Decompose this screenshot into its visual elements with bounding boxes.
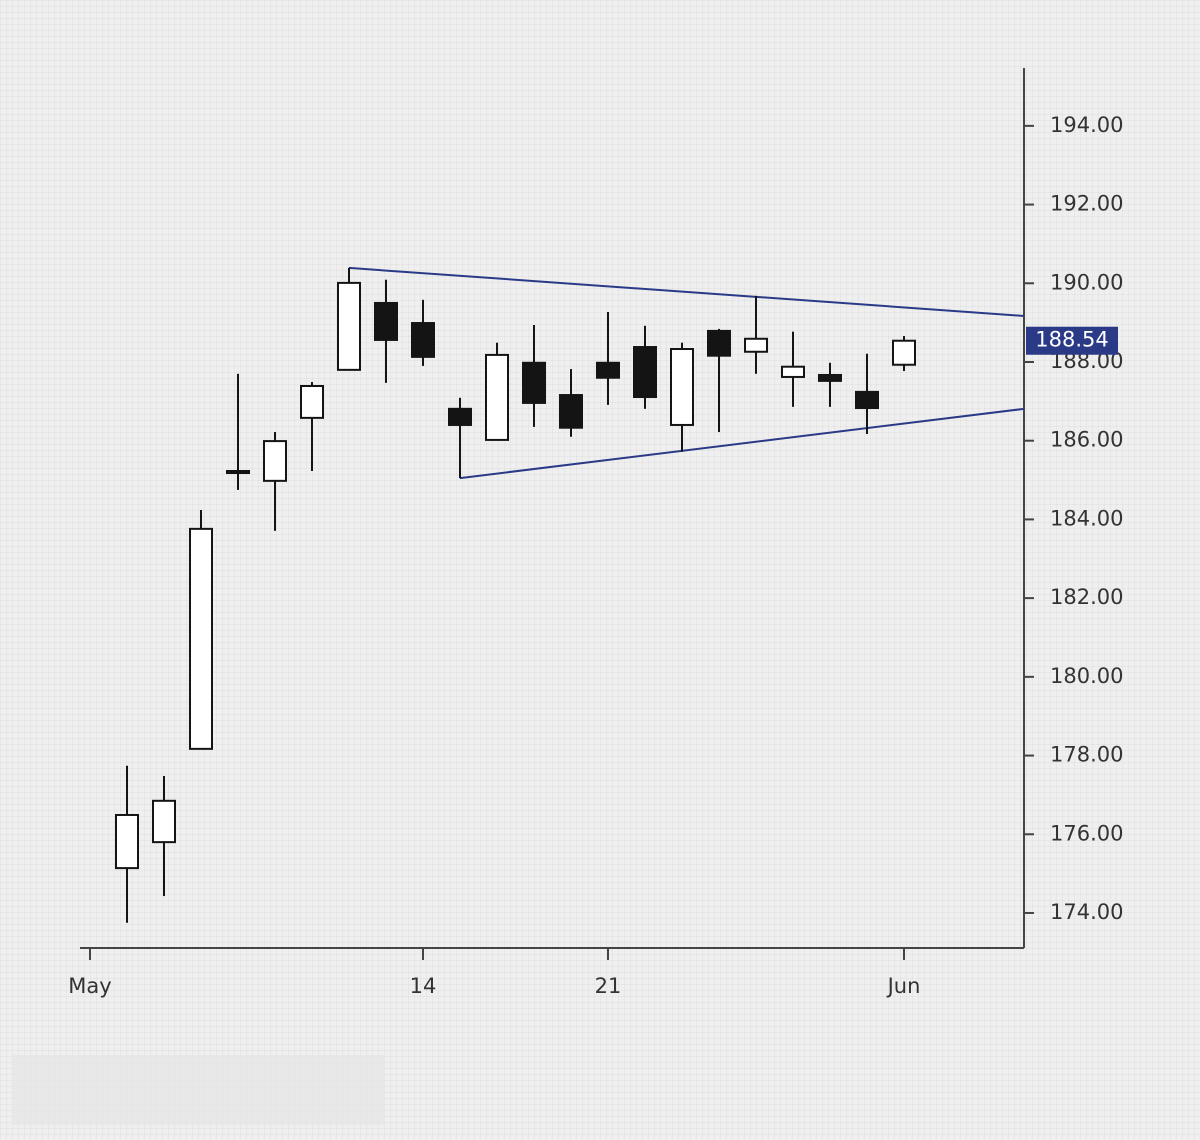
y-tick-label: 190.00 (1050, 270, 1123, 294)
y-tick-label: 186.00 (1050, 428, 1123, 452)
candle-body (485, 353, 509, 441)
candle-body (115, 813, 139, 870)
last-price-label: 188.54 (1035, 328, 1108, 352)
x-tick-label: May (68, 974, 111, 998)
candle-body (707, 329, 731, 357)
candle-body (596, 361, 620, 379)
candle-body (744, 337, 768, 353)
y-tick-label: 174.00 (1050, 900, 1123, 924)
trendline (348, 266, 1025, 317)
x-tick-label: Jun (886, 974, 921, 998)
candle-body (892, 339, 916, 366)
candle-body (189, 527, 213, 750)
y-tick-label: 194.00 (1050, 113, 1123, 137)
candle-body (152, 799, 176, 844)
candle-body (522, 361, 546, 404)
candle-body (670, 348, 694, 426)
y-tick-label: 176.00 (1050, 821, 1123, 845)
blurred-area (12, 1055, 384, 1125)
candle-body (559, 394, 583, 429)
y-tick-label: 192.00 (1050, 192, 1123, 216)
candle-body (448, 407, 472, 426)
last-price-box (1026, 326, 1118, 355)
candle-body (411, 322, 435, 358)
y-tick-label: 182.00 (1050, 585, 1123, 609)
y-tick-label: 184.00 (1050, 506, 1123, 530)
candle-body (855, 390, 879, 410)
candle-body (226, 470, 250, 475)
candle-body (633, 346, 657, 399)
candle-body (374, 301, 398, 341)
trendline (459, 407, 1025, 480)
candle-body (263, 440, 287, 482)
candle-body (337, 281, 361, 371)
candle-body (818, 373, 842, 382)
candle-body (781, 365, 805, 378)
y-tick-label: 180.00 (1050, 664, 1123, 688)
candle-body (300, 384, 324, 419)
x-tick-label: 14 (410, 974, 437, 998)
x-tick-label: 21 (595, 974, 622, 998)
y-tick-label: 178.00 (1050, 743, 1123, 767)
